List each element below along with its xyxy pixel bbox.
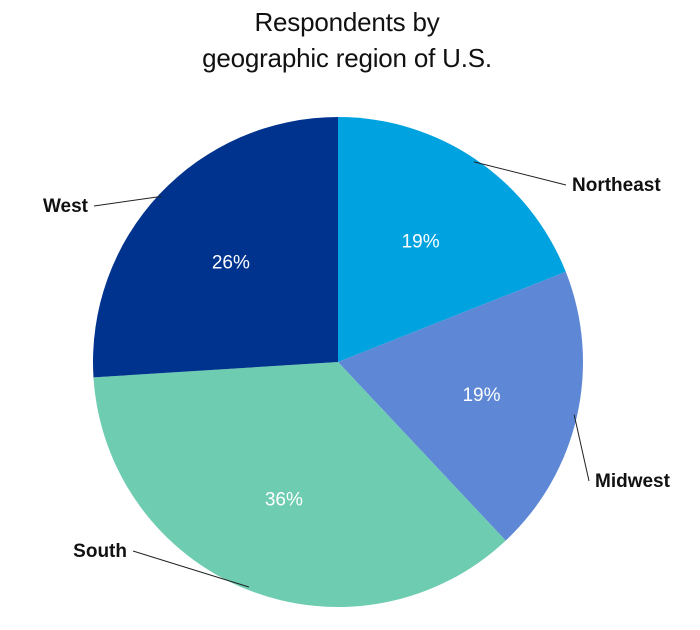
leader-lines [93, 161, 590, 588]
pie-labels: 19% Northeast 19% Midwest 36% South 26% West [43, 175, 671, 562]
pie-slices [93, 117, 583, 607]
pie-slice-northeast [338, 117, 566, 362]
slice-value-northeast: 19% [402, 231, 440, 252]
slice-value-south: 36% [265, 490, 303, 511]
slice-label-west: West [43, 196, 89, 217]
slice-label-south: South [73, 541, 127, 562]
leader-line-northeast [473, 161, 567, 186]
slice-label-northeast: Northeast [572, 175, 661, 196]
pie-slice-south [93, 362, 506, 607]
slice-value-midwest: 19% [462, 385, 500, 406]
leader-line-west [93, 195, 162, 207]
slice-label-midwest: Midwest [595, 471, 671, 492]
pie-slice-west [93, 117, 338, 378]
pie-slice-midwest [338, 271, 583, 541]
chart-title: Respondents by geographic region of U.S. [0, 4, 694, 76]
chart-title-line-1: Respondents by [254, 7, 440, 37]
chart-title-line-2: geographic region of U.S. [202, 43, 492, 73]
leader-line-south [132, 550, 250, 588]
slice-value-west: 26% [212, 252, 250, 273]
leader-line-midwest [573, 414, 590, 482]
